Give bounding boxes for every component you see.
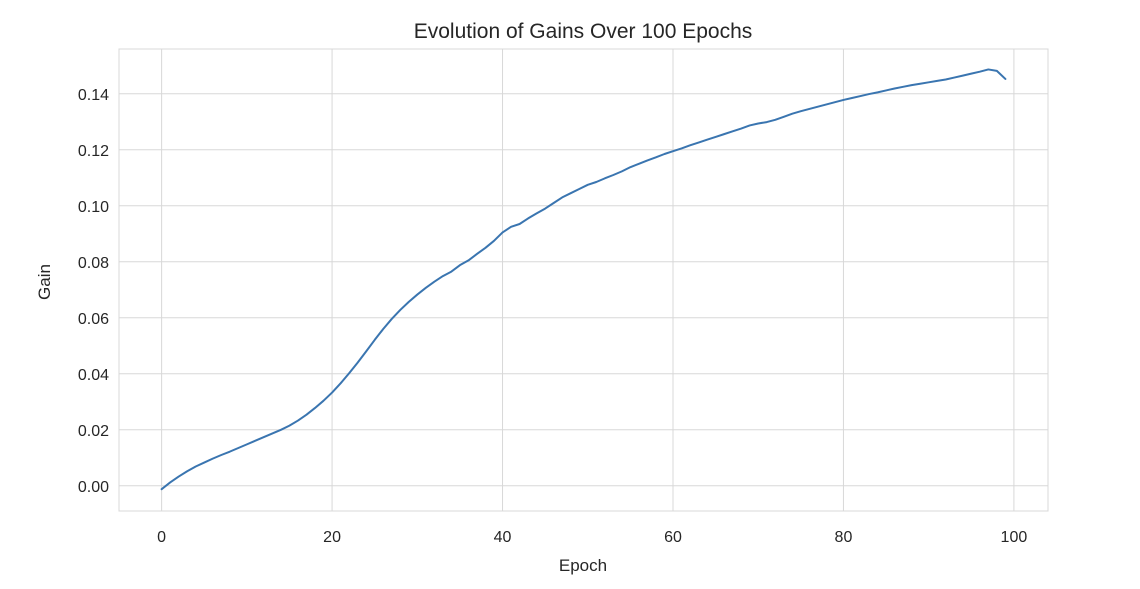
tick-labels: 0 20 40 60 80 100 0.00 0.02 0.04 0.06 0.08 0.10 0.12…: [78, 87, 1027, 546]
x-tick-label: 40: [494, 529, 512, 546]
y-tick-label: 0.08: [78, 255, 109, 272]
y-tick-label: 0.06: [78, 311, 109, 328]
chart-title: Evolution of Gains Over 100 Epochs: [414, 20, 753, 43]
grid: [119, 49, 1048, 511]
gain-series-line: [160, 68, 1007, 491]
y-tick-label: 0.02: [78, 423, 109, 440]
x-tick-label: 0: [157, 529, 166, 546]
x-tick-label: 100: [1001, 529, 1028, 546]
x-tick-label: 60: [664, 529, 682, 546]
y-tick-label: 0.10: [78, 199, 109, 216]
x-tick-label: 80: [835, 529, 853, 546]
y-tick-label: 0.00: [78, 479, 109, 496]
y-tick-label: 0.04: [78, 367, 109, 384]
x-tick-label: 20: [323, 529, 341, 546]
y-tick-label: 0.12: [78, 143, 109, 160]
y-axis-label: Gain: [35, 264, 54, 300]
plot-frame: [118, 48, 1049, 512]
x-axis-label: Epoch: [559, 556, 607, 575]
y-tick-label: 0.14: [78, 87, 109, 104]
